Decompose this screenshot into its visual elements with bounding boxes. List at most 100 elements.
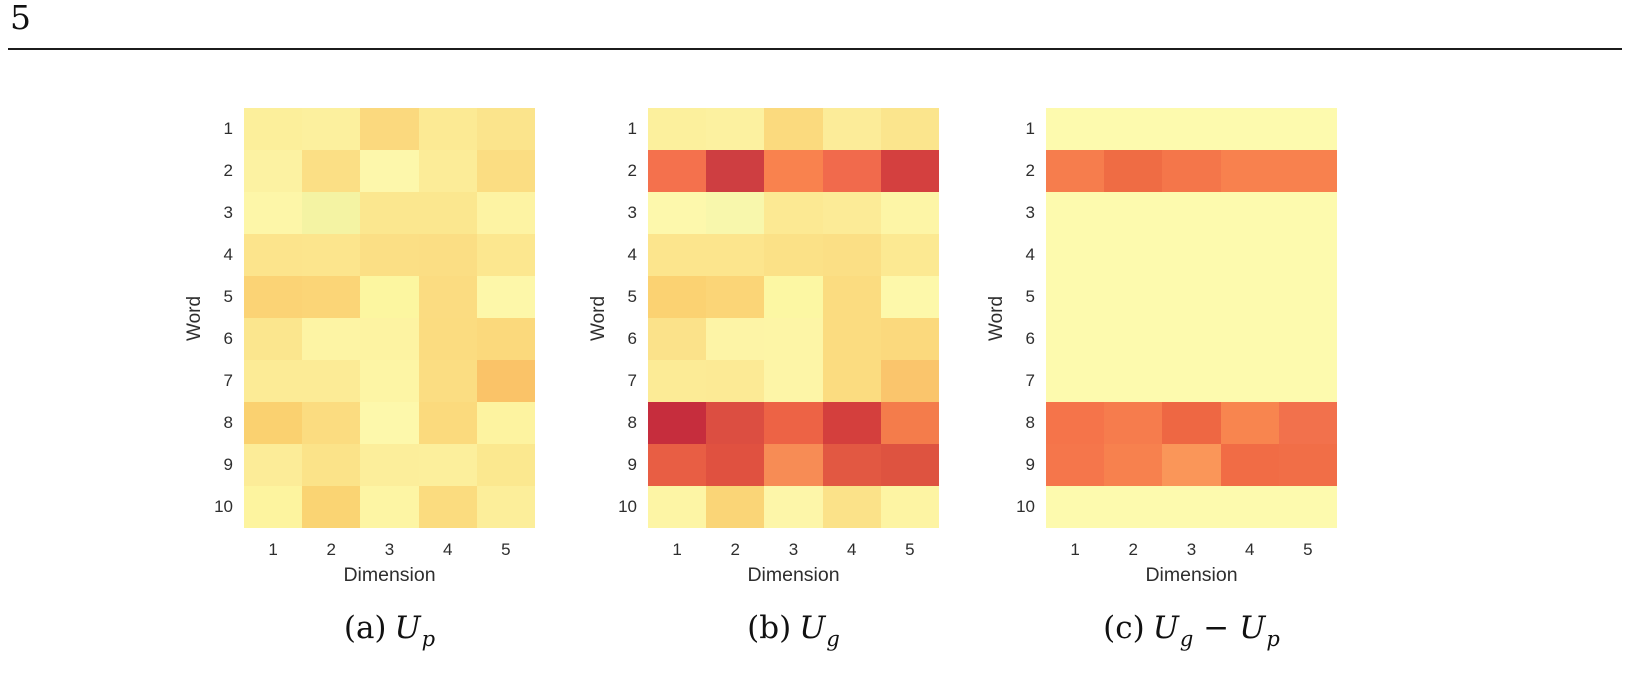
heatmap-cell: [822, 276, 881, 318]
caption-math-subscript: p: [1266, 627, 1280, 651]
x-tick-label: 5: [1303, 540, 1313, 559]
y-tick-label: 6: [223, 329, 233, 348]
heatmap-cell: [648, 108, 707, 150]
heatmap-cell: [1220, 444, 1279, 486]
y-axis-label: Word: [184, 295, 205, 341]
heatmap-cell: [418, 360, 477, 402]
heatmap-cell: [1220, 486, 1279, 528]
heatmap-cell: [244, 318, 303, 360]
figure-caption-b: (b) Ug: [648, 594, 939, 658]
heatmap-cell: [1104, 192, 1163, 234]
caption-math-variable: U: [394, 610, 421, 646]
heatmap-cell: [648, 360, 707, 402]
heatmap-cell: [880, 108, 939, 150]
heatmap-cell: [1104, 234, 1163, 276]
heatmap-cell: [1220, 234, 1279, 276]
heatmap-cell: [1104, 108, 1163, 150]
y-tick-label: 2: [1025, 161, 1035, 180]
x-tick-label: 1: [672, 540, 682, 559]
heatmap-cell: [706, 402, 765, 444]
heatmap-cell: [1104, 486, 1163, 528]
heatmap-cell: [706, 234, 765, 276]
heatmap-cell: [1278, 486, 1337, 528]
y-tick-label: 1: [1025, 119, 1035, 138]
heatmap-cell: [1046, 402, 1105, 444]
heatmap-cell: [360, 276, 419, 318]
heatmap-cell: [1104, 276, 1163, 318]
x-axis-ticks: 1 2 3 4 5: [244, 528, 535, 564]
heatmap-cell: [1104, 318, 1163, 360]
heatmap-cell: [418, 108, 477, 150]
heatmap-cell: [418, 234, 477, 276]
heatmap-cell: [764, 108, 823, 150]
heatmap-cell: [302, 402, 361, 444]
y-tick-label: 5: [1025, 287, 1035, 306]
heatmap-cell: [880, 234, 939, 276]
heatmap-cell: [1278, 108, 1337, 150]
caption-operator: −: [1203, 610, 1230, 646]
caption-math-variable: U: [1152, 610, 1179, 646]
heatmap-cell: [244, 486, 303, 528]
y-axis-ticks: 1 2 3 4 5 6 7 8 9 10: [208, 108, 244, 528]
heatmap-cell: [764, 276, 823, 318]
heatmap-cell: [880, 402, 939, 444]
heatmap-plot-a: [244, 108, 535, 528]
heatmap-cell: [1278, 402, 1337, 444]
heatmap-cell: [244, 108, 303, 150]
heatmap-cell: [880, 150, 939, 192]
y-axis-ticks: 1 2 3 4 5 6 7 8 9 10: [1010, 108, 1046, 528]
y-tick-label: 4: [627, 245, 637, 264]
heatmap-cell: [244, 444, 303, 486]
heatmap-cell: [648, 486, 707, 528]
x-tick-label: 2: [730, 540, 741, 559]
y-axis-label: Word: [986, 295, 1007, 341]
heatmap-cell: [1278, 234, 1337, 276]
heatmap-cell: [1046, 150, 1105, 192]
heatmap-cell: [1220, 318, 1279, 360]
heatmap-cell: [764, 486, 823, 528]
heatmap-cell: [764, 444, 823, 486]
heatmap-cell: [476, 486, 535, 528]
heatmap-cell: [302, 444, 361, 486]
header-rule: [8, 48, 1622, 50]
heatmap-cell: [880, 192, 939, 234]
heatmap-cell: [880, 318, 939, 360]
heatmap-cell: [476, 192, 535, 234]
heatmap-cell: [764, 360, 823, 402]
x-tick-label: 3: [1186, 540, 1197, 559]
x-axis-ticks: 1 2 3 4 5: [648, 528, 939, 564]
heatmap-plot-c: [1046, 108, 1337, 528]
heatmap-cell: [880, 360, 939, 402]
heatmap-cell: [302, 234, 361, 276]
heatmap-cell: [822, 234, 881, 276]
heatmap-cell: [302, 318, 361, 360]
figure-caption-c: (c) Ug − Up: [1046, 594, 1337, 658]
y-tick-label: 9: [1025, 455, 1035, 474]
heatmap-cell: [1162, 486, 1221, 528]
y-axis-label: Word: [588, 295, 609, 341]
heatmap-cell: [418, 402, 477, 444]
y-tick-label: 9: [627, 455, 637, 474]
heatmap-cell: [764, 402, 823, 444]
heatmap-cell: [764, 318, 823, 360]
x-axis-label: Dimension: [1145, 564, 1238, 586]
heatmap-cell: [360, 360, 419, 402]
y-tick-label: 8: [1025, 413, 1035, 432]
heatmap-cell: [1046, 318, 1105, 360]
heatmap-cell: [1278, 192, 1337, 234]
heatmap-cell: [822, 318, 881, 360]
heatmap-cell: [1162, 360, 1221, 402]
heatmap-cell: [648, 318, 707, 360]
heatmap-cell: [648, 402, 707, 444]
x-tick-label: 3: [384, 540, 395, 559]
heatmap-cell: [302, 486, 361, 528]
heatmap-cell: [302, 192, 361, 234]
heatmap-cell: [648, 444, 707, 486]
heatmap-cell: [1278, 150, 1337, 192]
x-axis-ticks: 1 2 3 4 5: [1046, 528, 1337, 564]
y-tick-label: 2: [223, 161, 233, 180]
heatmap-cell: [360, 318, 419, 360]
x-tick-label: 1: [1070, 540, 1080, 559]
heatmap-cell: [244, 402, 303, 444]
heatmap-cell: [1162, 234, 1221, 276]
